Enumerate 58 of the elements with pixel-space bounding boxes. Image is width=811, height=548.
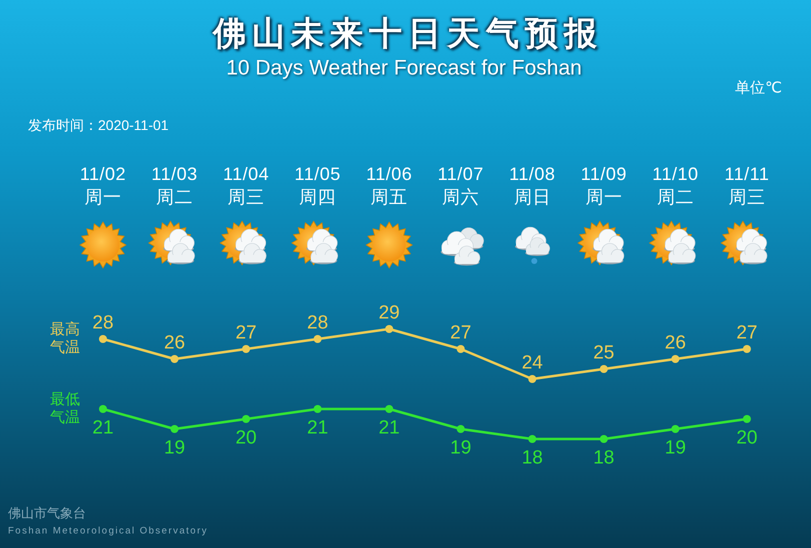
point bbox=[742, 415, 751, 423]
x-tick-label: 11/09 周一 bbox=[580, 163, 628, 209]
point bbox=[528, 435, 536, 443]
point bbox=[170, 425, 179, 433]
data-label: 29 bbox=[378, 302, 400, 324]
point bbox=[385, 325, 394, 333]
point bbox=[242, 415, 250, 423]
point bbox=[98, 405, 107, 413]
point bbox=[742, 345, 751, 353]
point bbox=[314, 335, 322, 343]
x-tick-label: 11/02 周一 bbox=[78, 163, 128, 209]
data-label: 21 bbox=[378, 418, 400, 438]
data-label: 19 bbox=[664, 438, 686, 458]
point bbox=[671, 355, 680, 363]
data-label: 19 bbox=[450, 438, 472, 458]
chart-subtitle: 10 Days Weather Forecast for Foshan bbox=[226, 56, 582, 80]
x-tick-label: 11/08 周日 bbox=[508, 163, 556, 209]
data-label: 26 bbox=[664, 332, 686, 354]
x-tick-label: 11/10 周二 bbox=[651, 163, 700, 209]
chart-title: 佛山未来十日天气预报 bbox=[213, 14, 603, 52]
x-tick-label: 11/11 周三 bbox=[723, 163, 770, 209]
data-label: 18 bbox=[522, 448, 543, 468]
data-label: 21 bbox=[92, 418, 114, 438]
data-label: 19 bbox=[164, 438, 186, 458]
point bbox=[98, 335, 107, 343]
data-label: 20 bbox=[736, 428, 758, 448]
data-label: 25 bbox=[593, 342, 614, 364]
point bbox=[528, 375, 536, 383]
data-label: 24 bbox=[522, 352, 543, 374]
x-tick-label: 11/04 周三 bbox=[222, 163, 270, 209]
point bbox=[385, 405, 394, 413]
data-label: 20 bbox=[235, 428, 257, 448]
point bbox=[170, 355, 179, 363]
point bbox=[456, 425, 465, 433]
data-label: 27 bbox=[235, 322, 257, 344]
series-label: 最低气温 bbox=[49, 391, 81, 427]
x-tick-label: 11/07 周六 bbox=[436, 163, 485, 209]
point bbox=[600, 435, 608, 443]
text: Foshan Meteorological Observatory bbox=[8, 525, 208, 536]
point bbox=[671, 425, 680, 433]
point bbox=[242, 345, 250, 353]
x-tick-label: 11/06 周五 bbox=[365, 163, 414, 209]
data-label: 28 bbox=[92, 312, 114, 334]
point bbox=[314, 405, 322, 413]
data-label: 21 bbox=[307, 418, 328, 438]
data-label: 18 bbox=[593, 448, 614, 468]
point bbox=[600, 365, 608, 373]
x-tick-label: 11/05 周四 bbox=[294, 163, 342, 209]
data-label: 28 bbox=[307, 312, 328, 334]
data-label: 27 bbox=[736, 322, 758, 344]
text: 单位℃ bbox=[735, 80, 782, 96]
point bbox=[456, 345, 465, 353]
data-label: 26 bbox=[164, 332, 186, 354]
x-tick-label: 11/03 周二 bbox=[150, 163, 199, 209]
text: 发布时间：2020-11-01 bbox=[28, 117, 169, 133]
series-label: 最高气温 bbox=[49, 321, 81, 357]
text: 佛山市气象台 bbox=[8, 506, 86, 520]
data-label: 27 bbox=[450, 322, 472, 344]
